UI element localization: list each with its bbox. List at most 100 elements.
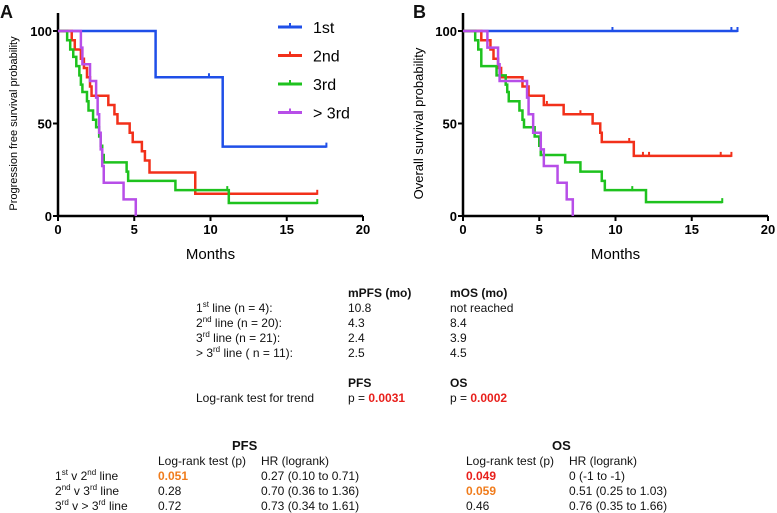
label-text: line ( n = 11): bbox=[220, 346, 293, 360]
pfs-hr: 0.70 (0.36 to 1.36) bbox=[261, 484, 360, 498]
superscript: st bbox=[202, 300, 209, 309]
y-tick-label: 0 bbox=[450, 209, 457, 224]
median-pfs-value: 10.8 bbox=[348, 301, 372, 315]
label-text: 1 bbox=[196, 301, 203, 315]
y-tick-label: 50 bbox=[38, 117, 52, 132]
km-curve-2nd bbox=[58, 29, 318, 196]
superscript: nd bbox=[202, 315, 212, 324]
x-tick-label: 10 bbox=[203, 222, 217, 237]
y-tick-label: 50 bbox=[443, 117, 457, 132]
label-text: line bbox=[97, 484, 120, 498]
label-text: line bbox=[105, 499, 128, 513]
y-axis-title: Progression free survival probability bbox=[8, 36, 20, 211]
os-hr: 0.51 (0.25 to 1.03) bbox=[569, 484, 668, 498]
pfs-hr: 0.73 (0.34 to 1.61) bbox=[261, 499, 360, 513]
median-row-label: 2nd line (n = 20): bbox=[196, 315, 282, 331]
label-text: > 3 bbox=[196, 346, 214, 360]
comparison-label: 3rd v > 3rd line bbox=[55, 499, 128, 513]
km-curve-2nd bbox=[463, 29, 732, 158]
trend-header-pfs: PFS bbox=[348, 376, 372, 390]
legend-label: 3rd bbox=[313, 77, 336, 94]
km-curve-3rd bbox=[58, 29, 318, 205]
label-text: line bbox=[96, 469, 119, 483]
median-pfs-value: 2.4 bbox=[348, 331, 365, 345]
y-tick-label: 100 bbox=[435, 24, 457, 39]
os-p-value: 0.049 bbox=[466, 469, 497, 483]
os-hr: 0 (-1 to -1) bbox=[569, 469, 626, 483]
x-tick-label: 5 bbox=[536, 222, 543, 237]
label-text: 2 bbox=[55, 484, 62, 498]
superscript: rd bbox=[89, 483, 98, 492]
median-os-value: 4.5 bbox=[450, 346, 467, 360]
header-mpfs: mPFS (mo) bbox=[348, 286, 412, 300]
superscript: rd bbox=[213, 345, 221, 354]
median-os-value: 3.9 bbox=[450, 331, 467, 345]
trend-label: Log-rank test for trend bbox=[196, 391, 315, 405]
x-tick-label: 0 bbox=[54, 222, 61, 237]
label-text: v > 3 bbox=[68, 499, 99, 513]
x-tick-label: 10 bbox=[608, 222, 622, 237]
p-prefix: p = bbox=[450, 391, 471, 405]
median-pfs-value: 2.5 bbox=[348, 346, 365, 360]
x-tick-label: 5 bbox=[131, 222, 138, 237]
trend-os-p: 0.0002 bbox=[470, 391, 508, 405]
median-row-label: 1st line (n = 4): bbox=[196, 300, 273, 316]
label-text: line (n = 20): bbox=[211, 316, 282, 330]
median-row-label: > 3rd line ( n = 11): bbox=[196, 345, 293, 361]
label-text: 1 bbox=[55, 469, 62, 483]
label-text: 3 bbox=[55, 499, 62, 513]
pfs-col-p: Log-rank test (p) bbox=[158, 454, 247, 468]
legend-label: 1st bbox=[313, 20, 335, 37]
os-p-value: 0.46 bbox=[466, 499, 490, 513]
pfs-p-value: 0.28 bbox=[158, 484, 182, 498]
superscript: rd bbox=[61, 498, 69, 507]
trend-os: p = 0.0002 bbox=[450, 391, 507, 405]
label-text: 3 bbox=[196, 331, 203, 345]
comparison-label: 1st v 2nd line bbox=[55, 468, 119, 484]
median-os-value: 8.4 bbox=[450, 316, 467, 330]
pairwise-os-header: OS bbox=[552, 438, 571, 453]
km-curve-3rd bbox=[463, 29, 723, 204]
superscript: nd bbox=[87, 468, 97, 477]
x-tick-label: 15 bbox=[280, 222, 294, 237]
panel-label-a: A bbox=[0, 2, 13, 22]
os-hr: 0.76 (0.35 to 1.66) bbox=[569, 499, 668, 513]
header-mos: mOS (mo) bbox=[450, 286, 508, 300]
label-text: 2 bbox=[196, 316, 203, 330]
legend-label: > 3rd bbox=[313, 106, 350, 123]
superscript: rd bbox=[202, 330, 210, 339]
median-os-value: not reached bbox=[450, 301, 514, 315]
comparison-label: 2nd v 3rd line bbox=[55, 483, 120, 499]
pfs-p-value: 0.051 bbox=[158, 469, 189, 483]
p-prefix: p = bbox=[348, 391, 369, 405]
superscript: rd bbox=[98, 498, 106, 507]
km-curve-1st bbox=[58, 29, 327, 148]
pfs-hr: 0.27 (0.10 to 0.71) bbox=[261, 469, 360, 483]
km-curve-3rd bbox=[463, 29, 575, 216]
label-text: v 3 bbox=[70, 484, 90, 498]
x-axis-title: Months bbox=[186, 246, 235, 263]
label-text: line (n = 4): bbox=[208, 301, 273, 315]
x-tick-label: 20 bbox=[356, 222, 370, 237]
trend-header-os: OS bbox=[450, 376, 468, 390]
pairwise-pfs-header: PFS bbox=[232, 438, 258, 453]
pfs-col-hr: HR (logrank) bbox=[261, 454, 330, 468]
os-col-hr: HR (logrank) bbox=[569, 454, 638, 468]
label-text: v 2 bbox=[67, 469, 88, 483]
median-pfs-value: 4.3 bbox=[348, 316, 365, 330]
y-tick-label: 100 bbox=[30, 24, 52, 39]
km-curve-3rd bbox=[58, 29, 138, 216]
superscript: st bbox=[61, 468, 68, 477]
pfs-p-value: 0.72 bbox=[158, 499, 182, 513]
panel-label-b: B bbox=[413, 2, 426, 22]
x-tick-label: 0 bbox=[459, 222, 466, 237]
superscript: nd bbox=[61, 483, 71, 492]
median-row-label: 3rd line (n = 21): bbox=[196, 330, 280, 346]
x-tick-label: 20 bbox=[761, 222, 775, 237]
y-tick-label: 0 bbox=[45, 209, 52, 224]
x-tick-label: 15 bbox=[685, 222, 699, 237]
os-col-p: Log-rank test (p) bbox=[466, 454, 555, 468]
trend-pfs: p = 0.0031 bbox=[348, 391, 405, 405]
trend-pfs-p: 0.0031 bbox=[368, 391, 406, 405]
